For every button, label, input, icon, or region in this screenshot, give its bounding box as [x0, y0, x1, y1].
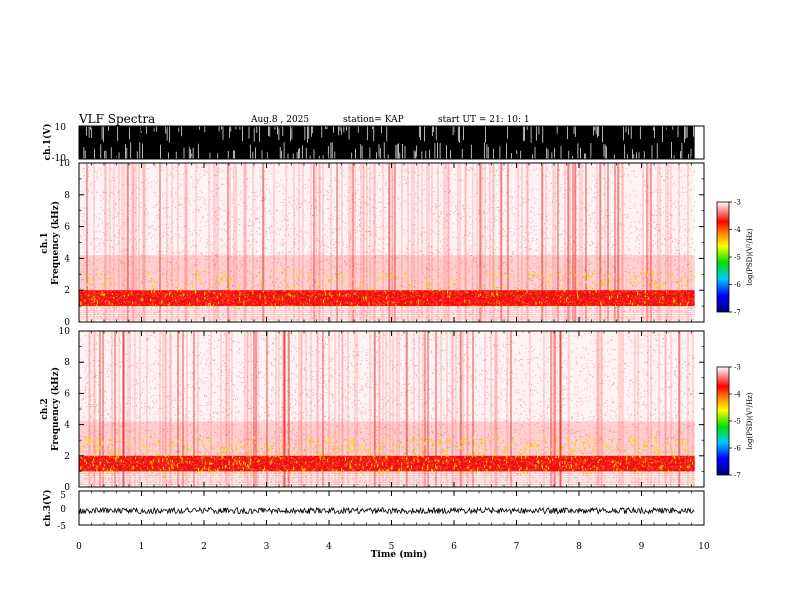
colorbar-tick-label--6: -6 — [734, 281, 741, 289]
header-start-time: start UT = 21: 10: 1 — [438, 115, 530, 125]
ch1-ytick-top: 10 — [55, 123, 67, 133]
ch1-spectrogram-xticks — [78, 163, 705, 322]
ch2-spectrogram-ylabel-channel: ch.2 — [40, 398, 50, 419]
colorbar-tick-label--6: -6 — [734, 445, 741, 453]
ch1-spectrogram-ylabel-freq: Frequency (kHz) — [50, 201, 61, 285]
ytick-label-6: 6 — [64, 223, 70, 233]
spectrogram-strong-streaks — [86, 163, 652, 322]
ch2-colorbar-ticks: -3 -4 -5 -6 -7 — [729, 364, 741, 480]
ch3-waveform-panel: 5 0 -5 ch.3(V) — [42, 490, 705, 532]
ch3-waveform-xticks — [78, 491, 705, 525]
colorbar-tick-label--4: -4 — [734, 226, 741, 234]
ytick-label-2: 2 — [64, 286, 70, 296]
colorbar-tick-label--7: -7 — [734, 472, 741, 480]
ch2-colorbar-label: log(PSD)(V²/Hz) — [746, 392, 754, 449]
ch1-colorbar: -3 -4 -5 -6 -7 log(PSD)(V²/Hz) — [716, 199, 754, 317]
ch1-waveform-trace — [79, 126, 695, 159]
ch2-spectrogram-image — [79, 331, 696, 487]
time-tick-label-9: 9 — [639, 542, 645, 552]
spectrogram-lowfreq-lines — [79, 307, 695, 320]
ytick-label-10: 10 — [59, 159, 71, 169]
time-tick-labels: 0 1 2 3 4 5 6 7 8 9 10 — [76, 542, 710, 552]
ch2-spectrogram-yticks: 0 2 4 6 8 10 — [59, 327, 704, 493]
ch1-spectrogram-ylabel-channel: ch.1 — [40, 232, 50, 253]
ytick-label-4: 4 — [64, 254, 70, 264]
ch1-spectrogram-image — [79, 163, 696, 322]
ch1-colorbar-gradient — [716, 201, 730, 313]
time-tick-label-3: 3 — [264, 542, 270, 552]
ch2-spectrogram-panel: 0 2 4 6 8 10 ch.2 Frequency (kHz) — [40, 327, 705, 493]
ch3-waveform-line — [79, 506, 695, 516]
ch1-colorbar-ticks: -3 -4 -5 -6 -7 — [729, 199, 741, 317]
spectrogram-streaks — [88, 331, 694, 487]
ch3-waveform-frame — [78, 490, 705, 526]
colorbar-tick-label--4: -4 — [734, 391, 741, 399]
ch2-colorbar: -3 -4 -5 -6 -7 log(PSD)(V²/Hz) — [716, 364, 754, 480]
colorbar-tick-label--5: -5 — [734, 418, 741, 426]
spectrogram-streaks — [93, 163, 689, 322]
spectrogram-strong-streaks — [99, 331, 680, 487]
ch3-ytick-top: 5 — [60, 491, 66, 501]
ytick-label-10: 10 — [59, 327, 71, 337]
spectrogram-haze — [79, 421, 695, 456]
ch2-spectrogram-ylabel-freq: Frequency (kHz) — [50, 367, 61, 451]
colorbar-tick-label--7: -7 — [734, 309, 741, 317]
time-tick-label-4: 4 — [326, 542, 332, 552]
time-axis-label: Time (min) — [371, 549, 428, 560]
spectrogram-hotspots-green — [85, 270, 683, 310]
ytick-label-0: 0 — [64, 483, 70, 493]
ch1-ytick-bottom: -10 — [52, 154, 67, 164]
ch1-spectrogram-panel: 0 2 4 6 8 10 ch.1 Frequency (kHz) — [40, 159, 705, 328]
figure-title: VLF Spectra — [78, 112, 155, 126]
time-tick-label-5: 5 — [389, 542, 395, 552]
ch1-waveform-ylabel: ch.1(V) — [42, 124, 53, 161]
ytick-label-2: 2 — [64, 452, 70, 462]
spectrogram-hotspots — [79, 435, 694, 477]
ytick-label-0: 0 — [64, 318, 70, 328]
ytick-label-8: 8 — [64, 191, 70, 201]
ch3-ytick-bottom: -5 — [57, 522, 66, 532]
ch2-colorbar-gradient — [716, 366, 730, 476]
ytick-label-6: 6 — [64, 389, 70, 399]
time-tick-label-10: 10 — [698, 542, 710, 552]
spectrogram-lowfreq-lines — [79, 473, 695, 485]
time-tick-label-7: 7 — [514, 542, 520, 552]
ch1-spectrogram-yticks: 0 2 4 6 8 10 — [59, 159, 704, 328]
ch2-spectrogram-xticks — [78, 331, 705, 487]
time-axis: 0 1 2 3 4 5 6 7 8 9 10 Time (min) — [76, 542, 710, 560]
time-tick-label-2: 2 — [201, 542, 207, 552]
ch1-colorbar-label: log(PSD)(V²/Hz) — [746, 228, 754, 285]
header-station: station= KAP — [343, 115, 404, 125]
time-tick-label-6: 6 — [451, 542, 457, 552]
ch1-waveform-gaps — [83, 126, 694, 159]
figure-header: VLF Spectra Aug.8 , 2025 station= KAP st… — [78, 112, 530, 126]
ch1-waveform-panel: 10 -10 ch.1(V) — [42, 123, 705, 164]
colorbar-tick-label--3: -3 — [734, 364, 741, 372]
time-tick-label-8: 8 — [576, 542, 582, 552]
time-tick-label-1: 1 — [139, 542, 145, 552]
ch3-waveform-trace — [79, 506, 695, 516]
ch1-waveform-xticks — [78, 126, 705, 159]
ytick-label-4: 4 — [64, 421, 70, 431]
ch3-ytick-mid: 0 — [60, 505, 66, 515]
time-tick-label-0: 0 — [76, 542, 82, 552]
colorbar-tick-label--5: -5 — [734, 254, 741, 262]
ch3-waveform-ylabel: ch.3(V) — [42, 490, 53, 527]
spectrogram-hotspots-green — [84, 435, 689, 475]
header-date: Aug.8 , 2025 — [250, 115, 309, 125]
colorbar-tick-label--3: -3 — [734, 199, 741, 207]
ytick-label-8: 8 — [64, 358, 70, 368]
